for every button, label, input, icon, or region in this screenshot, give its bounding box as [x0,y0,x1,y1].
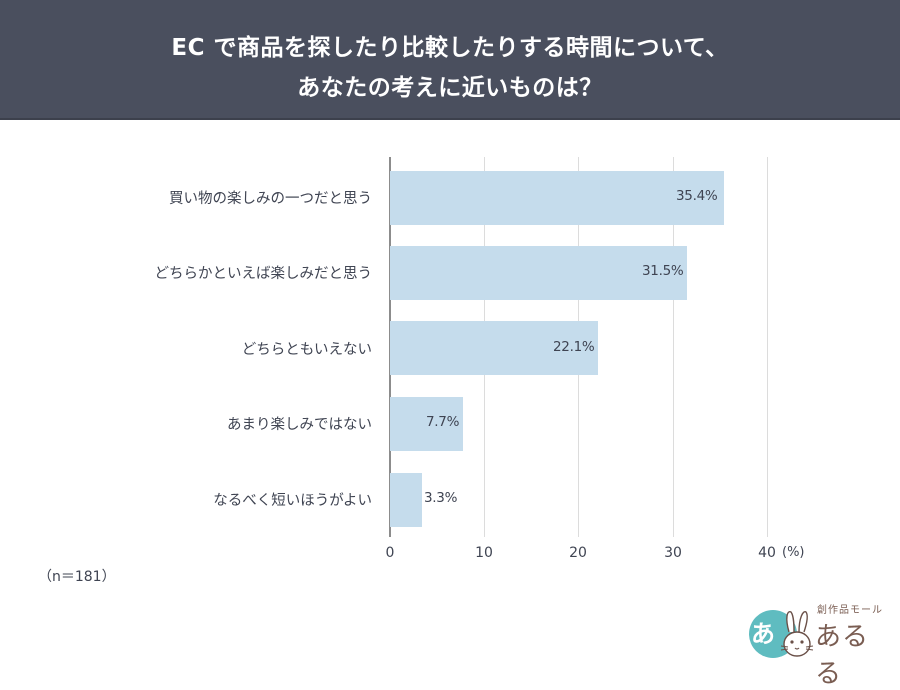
bar-2 [390,246,687,300]
bar-chart: 35.4% 買い物の楽しみの一つだと思う 31.5% どちらかといえば楽しみだと… [154,157,805,561]
bar-4-value: 7.7% [426,414,460,430]
category-label-1: 買い物の楽しみの一つだと思う [169,191,372,207]
x-tick-30: 30 [664,545,682,561]
logo-badge-char: あ [751,620,775,648]
bar-5 [390,473,422,527]
bar-2-value: 31.5% [642,263,684,279]
x-axis-unit: (%) [782,545,805,560]
chart-header: EC で商品を探したり比較したりする時間について、 あなたの考えに近いものは？ [0,0,900,120]
bar-1-value: 35.4% [676,188,718,204]
category-label-3: どちらともいえない [241,342,372,358]
logo-subtitle: 創作品モール [817,605,883,616]
bar-3 [390,321,598,375]
gridline-30 [673,157,674,537]
bar-4 [390,397,463,451]
chart-title-line-1: EC で商品を探したり比較したりする時間について、 [171,35,729,61]
category-label-5: なるべく短いほうがよい [213,493,372,509]
x-tick-20: 20 [569,545,587,561]
x-tick-10: 10 [475,545,493,561]
brand-logo: あ 創作品モール あるる [745,600,895,689]
category-label-4: あまり楽しみではない [227,417,372,433]
category-label-2: どちらかといえば楽しみだと思う [154,266,373,282]
x-tick-40: 40 [758,545,776,561]
sample-size-note: （n＝181） [38,569,116,585]
chart-title-line-2: あなたの考えに近いものは？ [297,75,603,101]
bar-3-value: 22.1% [553,339,595,355]
rabbit-icon [780,611,814,657]
y-axis-line [389,157,391,537]
bar-1 [390,171,724,225]
x-tick-0: 0 [385,545,395,561]
logo-name: あるる [815,622,870,689]
bar-5-value: 3.3% [424,490,458,506]
gridline-40 [767,157,768,537]
